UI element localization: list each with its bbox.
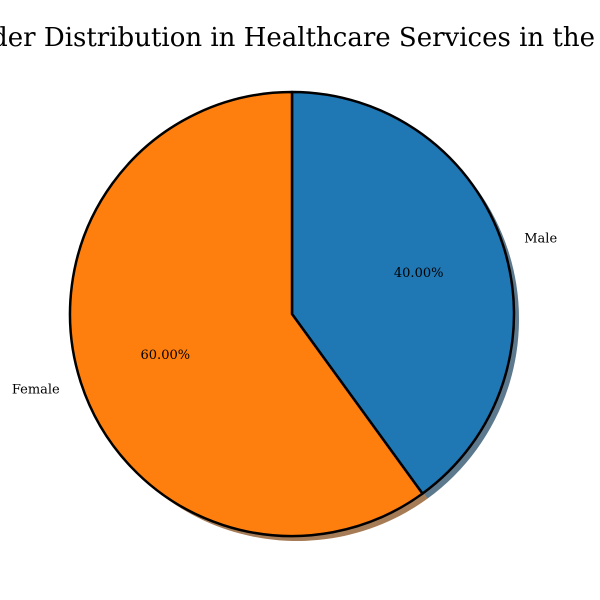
slice-label-female: Female <box>12 382 60 397</box>
pie-slice-male <box>290 90 516 495</box>
percent-label-female: 60.00% <box>141 348 191 363</box>
pie-slice-female <box>68 90 424 538</box>
pie-labels: Male 40.00% Female 60.00% <box>12 232 558 398</box>
chart-title: Gender Distribution in Healthcare Servic… <box>0 23 600 53</box>
pie-slices <box>68 90 516 538</box>
slice-label-male: Male <box>524 232 557 247</box>
percent-label-male: 40.00% <box>394 266 444 281</box>
